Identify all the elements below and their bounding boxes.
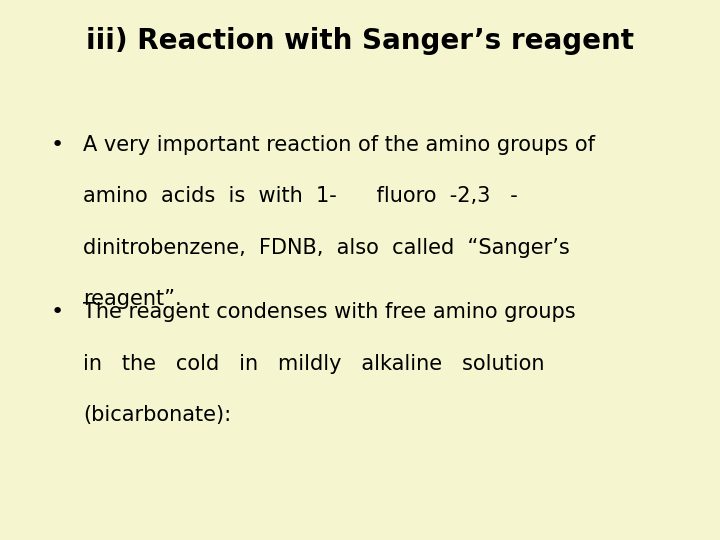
Text: The reagent condenses with free amino groups: The reagent condenses with free amino gr…: [83, 302, 575, 322]
Text: dinitrobenzene,  FDNB,  also  called  “Sanger’s: dinitrobenzene, FDNB, also called “Sange…: [83, 238, 570, 258]
Text: iii) Reaction with Sanger’s reagent: iii) Reaction with Sanger’s reagent: [86, 27, 634, 55]
Text: (bicarbonate):: (bicarbonate):: [83, 405, 231, 425]
Text: •: •: [50, 135, 63, 155]
Text: amino  acids  is  with  1-      fluoro  -2,3   -: amino acids is with 1- fluoro -2,3 -: [83, 186, 518, 206]
Text: •: •: [50, 302, 63, 322]
Text: reagent”.: reagent”.: [83, 289, 181, 309]
Text: A very important reaction of the amino groups of: A very important reaction of the amino g…: [83, 135, 595, 155]
Text: in   the   cold   in   mildly   alkaline   solution: in the cold in mildly alkaline solution: [83, 354, 544, 374]
